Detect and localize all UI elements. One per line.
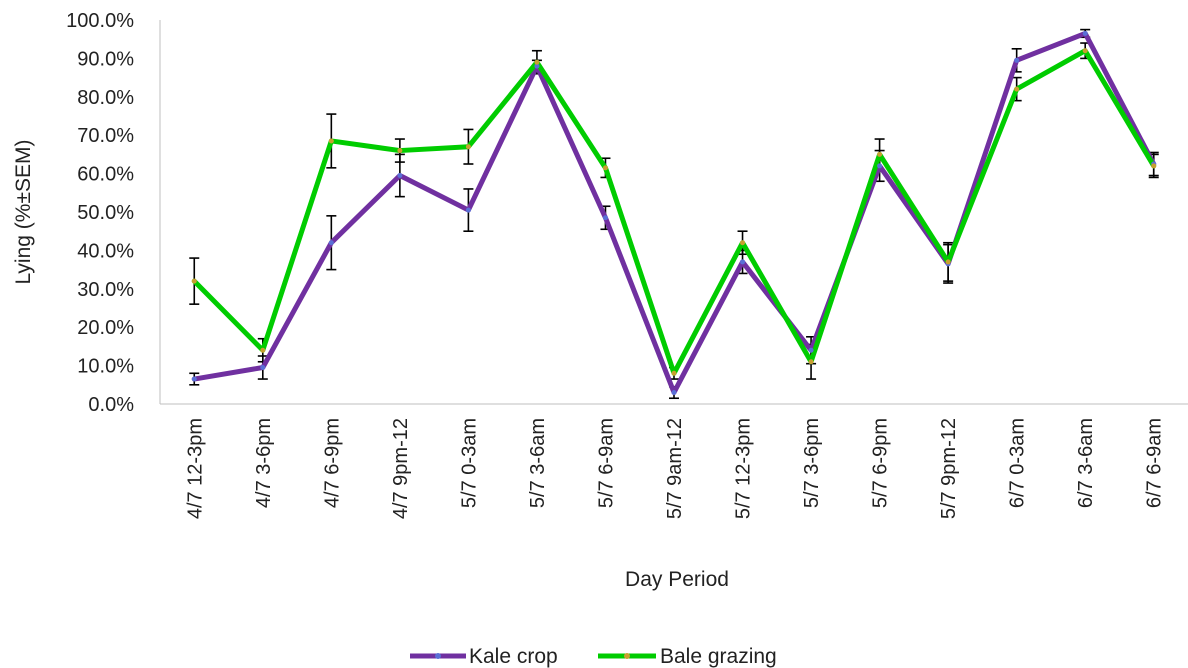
data-point-kale-crop <box>1082 30 1088 36</box>
data-point-kale-crop <box>397 173 403 179</box>
legend-label-bale-grazing: Bale grazing <box>660 645 777 668</box>
y-tick-label: 10.0% <box>77 356 134 378</box>
data-point-kale-crop <box>328 240 334 246</box>
data-point-bale-grazing <box>191 278 197 284</box>
data-point-bale-grazing <box>465 144 471 150</box>
legend-marker-kale-crop <box>435 653 441 659</box>
y-tick-label: 80.0% <box>77 87 134 109</box>
legend-label-kale-crop: Kale crop <box>469 645 558 668</box>
data-point-kale-crop <box>260 365 266 371</box>
data-point-kale-crop <box>740 259 746 265</box>
data-point-bale-grazing <box>671 370 677 376</box>
y-tick-label: 20.0% <box>77 317 134 339</box>
y-tick-label: 40.0% <box>77 240 134 262</box>
x-tick-label: 5/7 6-9am <box>595 418 617 508</box>
x-tick-label: 4/7 12-3pm <box>184 418 206 519</box>
data-point-bale-grazing <box>945 259 951 265</box>
data-point-kale-crop <box>465 207 471 213</box>
data-point-bale-grazing <box>877 151 883 157</box>
legend-item-kale-crop: Kale crop <box>410 645 558 668</box>
data-point-bale-grazing <box>1082 48 1088 54</box>
data-point-bale-grazing <box>328 138 334 144</box>
x-tick-label: 4/7 3-6pm <box>253 418 275 508</box>
y-tick-label: 30.0% <box>77 279 134 301</box>
y-tick-labels: 0.0% 10.0% 20.0% 30.0% 40.0% 50.0% 60.0% 70.0% 8… <box>66 10 134 416</box>
data-point-bale-grazing <box>534 59 540 65</box>
x-tick-label: 6/7 6-9am <box>1144 418 1166 508</box>
x-tick-label: 6/7 0-3am <box>1007 418 1029 508</box>
y-tick-label: 50.0% <box>77 202 134 224</box>
y-tick-label: 70.0% <box>77 125 134 147</box>
series-lines <box>191 30 1157 395</box>
data-point-bale-grazing <box>808 359 814 365</box>
data-point-bale-grazing <box>397 148 403 154</box>
x-tick-label: 5/7 3-6pm <box>801 418 823 508</box>
data-point-kale-crop <box>191 376 197 382</box>
x-tick-label: 5/7 9pm-12 <box>938 418 960 519</box>
series-line-kale-crop <box>191 30 1157 395</box>
data-point-bale-grazing <box>740 240 746 246</box>
y-axis-title: Lying (%±SEM) <box>12 140 35 285</box>
y-tick-label: 90.0% <box>77 48 134 70</box>
data-point-kale-crop <box>808 347 814 353</box>
series-line-bale-grazing <box>191 48 1157 376</box>
x-tick-label: 4/7 9pm-12 <box>390 418 412 519</box>
legend: Kale crop Bale grazing <box>410 645 777 668</box>
x-tick-label: 5/7 3-6am <box>527 418 549 508</box>
data-point-kale-crop <box>877 163 883 169</box>
x-tick-label: 4/7 6-9pm <box>321 418 343 508</box>
y-tick-label: 100.0% <box>66 10 134 32</box>
data-point-bale-grazing <box>1014 86 1020 92</box>
legend-item-bale-grazing: Bale grazing <box>598 645 777 668</box>
data-point-kale-crop <box>671 389 677 395</box>
x-tick-label: 5/7 0-3am <box>458 418 480 508</box>
legend-marker-bale-grazing <box>624 653 630 659</box>
data-point-bale-grazing <box>602 165 608 171</box>
x-tick-label: 6/7 3-6am <box>1075 418 1097 508</box>
data-point-kale-crop <box>534 63 540 69</box>
y-tick-label: 60.0% <box>77 164 134 186</box>
data-point-bale-grazing <box>260 347 266 353</box>
x-tick-label: 5/7 6-9pm <box>870 418 892 508</box>
data-point-kale-crop <box>602 215 608 221</box>
error-bars <box>189 28 1159 400</box>
y-tick-label: 0.0% <box>88 394 134 416</box>
series-points <box>191 30 1157 395</box>
x-axis-title: Day Period <box>625 568 729 591</box>
data-point-bale-grazing <box>1151 163 1157 169</box>
x-tick-labels: 4/7 12-3pm 4/7 3-6pm 4/7 6-9pm 4/7 9pm-12 5/… <box>184 418 1165 519</box>
x-tick-label: 5/7 12-3pm <box>733 418 755 519</box>
x-tick-label: 5/7 9am-12 <box>664 418 686 519</box>
data-point-kale-crop <box>1014 57 1020 63</box>
